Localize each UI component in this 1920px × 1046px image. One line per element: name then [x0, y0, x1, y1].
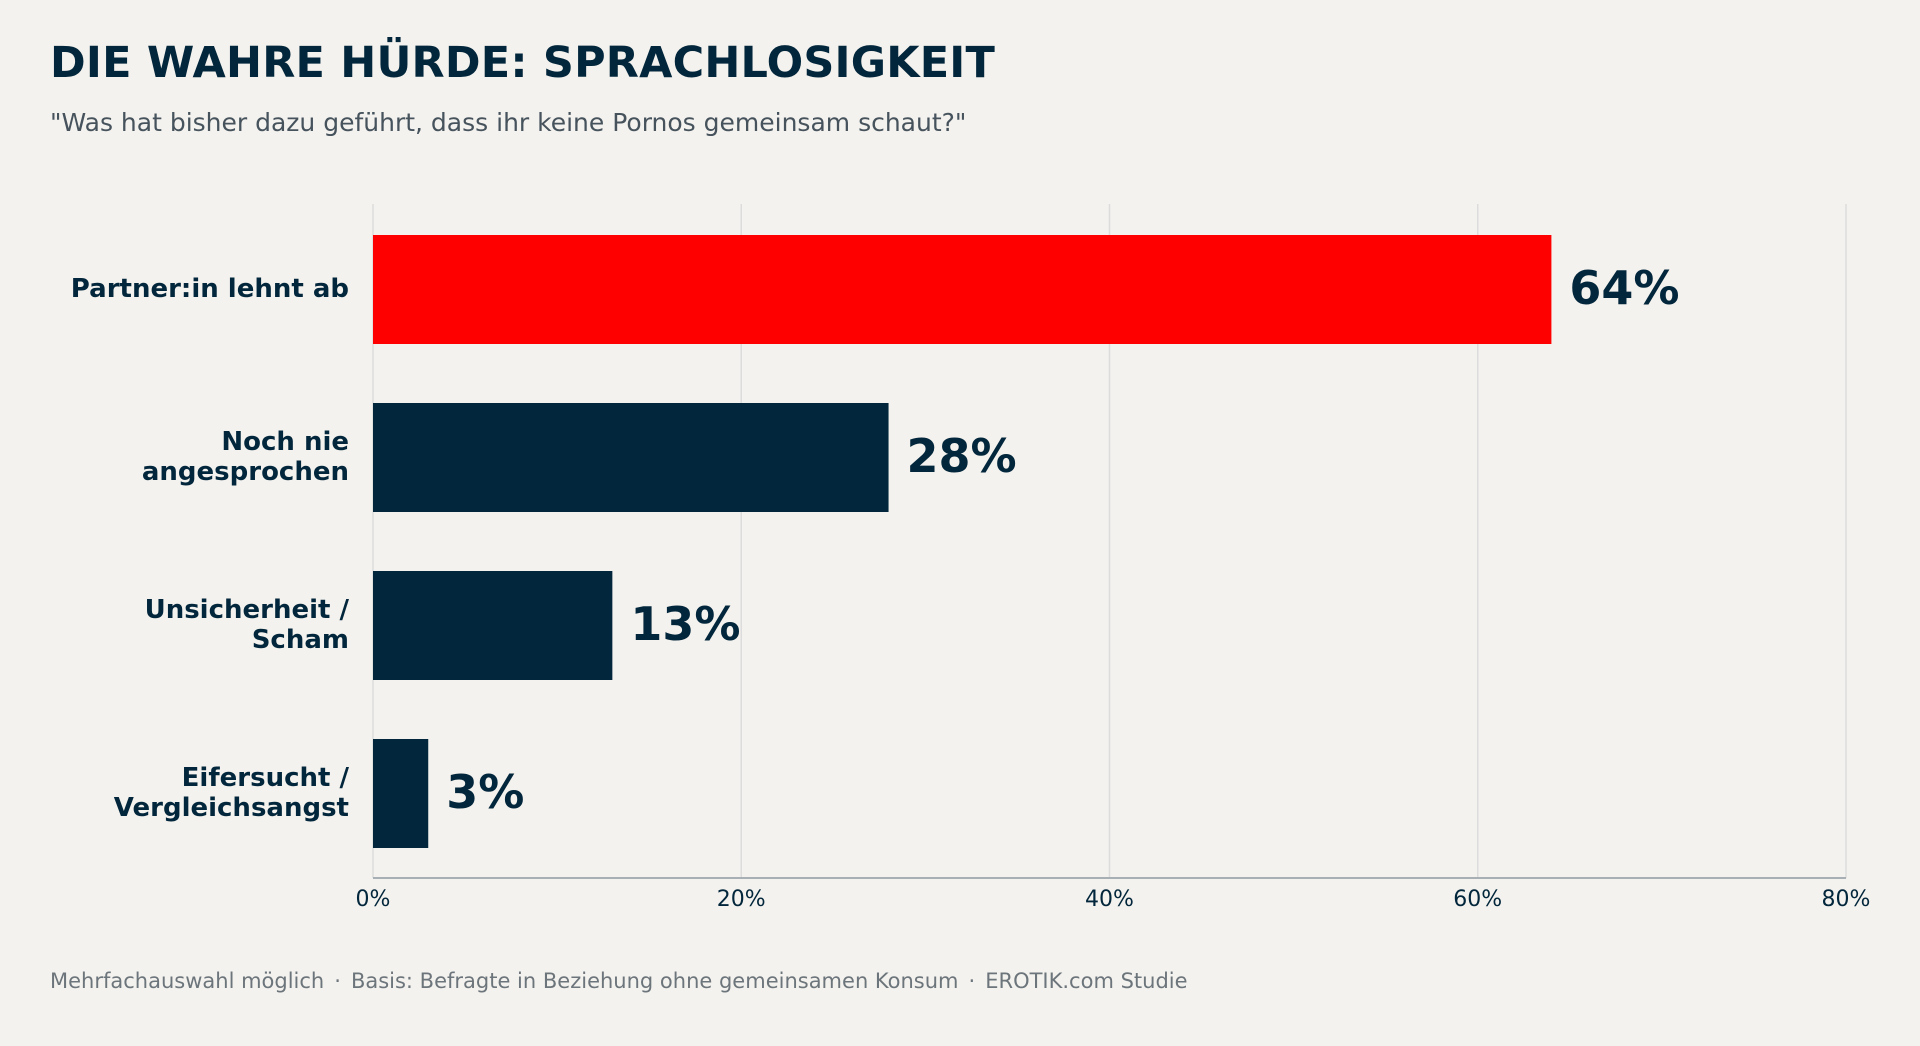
chart-footer: Mehrfachauswahl möglich · Basis: Befragte … — [50, 969, 1188, 993]
x-tick-label: 60% — [1453, 887, 1502, 912]
footer-note: Mehrfachauswahl möglich — [50, 969, 325, 993]
x-tick-label: 80% — [1822, 887, 1871, 912]
x-tick-label: 20% — [717, 887, 766, 912]
category-label: angesprochen — [142, 457, 349, 487]
chart-title: DIE WAHRE HÜRDE: SPRACHLOSIGKEIT — [50, 38, 996, 88]
data-label: 13% — [630, 597, 740, 651]
bar — [373, 235, 1552, 344]
chart-subtitle: "Was hat bisher dazu geführt, dass ihr k… — [50, 108, 967, 137]
category-label: Vergleichsangst — [114, 793, 349, 823]
x-tick-label: 0% — [356, 887, 391, 912]
footer-basis: Basis: Befragte in Beziehung ohne gemein… — [350, 969, 959, 993]
footer-separator: · — [334, 969, 341, 993]
footer-separator: · — [968, 969, 976, 993]
bar-chart: Partner:in lehnt ab 64% Noch nieangesproch… — [71, 204, 1871, 912]
data-label: 64% — [1569, 261, 1679, 315]
data-label: 3% — [446, 765, 524, 819]
category-label: Noch nie — [221, 427, 349, 457]
category-label: Unsicherheit / — [145, 595, 350, 625]
category-label: Eifersucht / — [182, 763, 350, 793]
data-label: 28% — [907, 429, 1017, 483]
footer-source: EROTIK.com Studie — [985, 969, 1188, 993]
x-tick-label: 40% — [1085, 887, 1134, 912]
bar — [373, 403, 889, 512]
category-label: Partner:in lehnt ab — [71, 274, 349, 304]
bar — [373, 571, 613, 680]
bar — [373, 739, 429, 848]
category-label: Scham — [252, 625, 349, 655]
